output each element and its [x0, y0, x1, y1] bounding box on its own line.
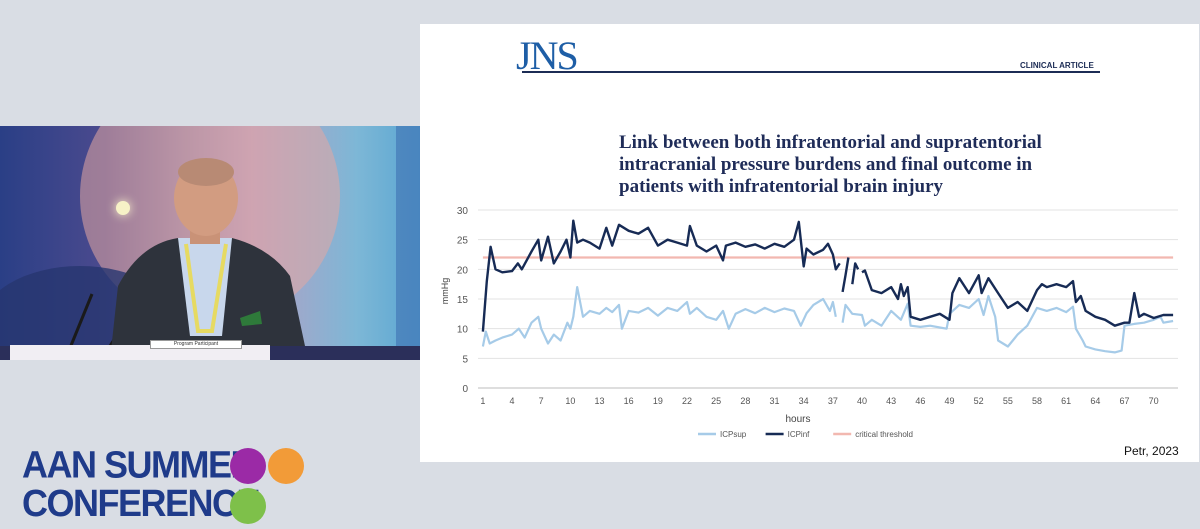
x-tick-label: 31 — [770, 396, 780, 406]
x-tick-label: 25 — [711, 396, 721, 406]
x-tick-label: 19 — [653, 396, 663, 406]
x-axis-label: hours — [785, 414, 810, 425]
x-tick-label: 7 — [539, 396, 544, 406]
x-tick-label: 34 — [799, 396, 809, 406]
slide-title: Link between both infratentorial and sup… — [619, 132, 1099, 198]
name-badge: Program Participant — [150, 340, 242, 349]
x-tick-label: 58 — [1032, 396, 1042, 406]
speaker-video — [0, 126, 420, 360]
x-tick-label: 70 — [1149, 396, 1159, 406]
x-tick-label: 49 — [945, 396, 955, 406]
y-tick-label: 25 — [457, 236, 469, 247]
title-line-3: patients with infratentorial brain injur… — [619, 176, 944, 197]
x-tick-label: 43 — [886, 396, 896, 406]
x-tick-label: 4 — [510, 396, 515, 406]
section-label: CLINICAL ARTICLE — [1020, 61, 1094, 70]
y-tick-label: 30 — [457, 206, 469, 217]
logo-dot-orange — [268, 448, 304, 484]
x-tick-label: 61 — [1061, 396, 1071, 406]
x-tick-label: 64 — [1090, 396, 1100, 406]
badge-text: Program Participant — [173, 341, 219, 347]
logo-dot-purple — [230, 448, 266, 484]
legend-label: critical threshold — [855, 430, 913, 439]
presentation-slide: JNS CLINICAL ARTICLE Link between both i… — [420, 24, 1199, 462]
x-tick-label: 55 — [1003, 396, 1013, 406]
y-tick-label: 20 — [457, 265, 469, 276]
y-tick-label: 0 — [462, 384, 468, 395]
stage-light — [116, 201, 130, 215]
x-tick-label: 10 — [565, 396, 575, 406]
x-tick-label: 40 — [857, 396, 867, 406]
y-axis-label: mmHg — [440, 278, 450, 305]
series-line-icpinf — [481, 219, 1174, 332]
conference-line-2: CONFERENCE — [22, 480, 261, 525]
y-tick-label: 15 — [457, 295, 469, 306]
conference-line-1: AAN SUMMER — [22, 442, 257, 487]
x-tick-label: 52 — [974, 396, 984, 406]
x-tick-label: 46 — [915, 396, 925, 406]
speaker-figure — [68, 158, 308, 360]
x-tick-label: 13 — [595, 396, 605, 406]
header-rule — [522, 71, 1100, 73]
citation: Petr, 2023 — [1124, 444, 1179, 458]
title-line-2: intracranial pressure burdens and final … — [619, 154, 1033, 175]
journal-logo: JNS — [516, 33, 579, 78]
y-tick-label: 5 — [462, 354, 468, 365]
x-tick-label: 28 — [740, 396, 750, 406]
title-line-1: Link between both infratentorial and sup… — [619, 132, 1042, 153]
conference-logo-text: AAN SUMMER CONFERENCE — [22, 442, 261, 525]
x-tick-label: 67 — [1120, 396, 1130, 406]
stage-side-panel — [396, 126, 420, 360]
icp-line-chart: 0 5 10 15 20 25 30 1 4 7 10 13 16 19 22 25 28 31 34 37 40 43 4… — [440, 206, 1178, 439]
x-tick-label: 37 — [828, 396, 838, 406]
x-tick-label: 1 — [480, 396, 485, 406]
x-tick-label: 22 — [682, 396, 692, 406]
series-line-icpsup — [481, 286, 1174, 354]
legend-label: ICPinf — [788, 430, 811, 439]
x-tick-label: 16 — [624, 396, 634, 406]
y-tick-label: 10 — [457, 325, 469, 336]
legend-label: ICPsup — [720, 430, 747, 439]
logo-dot-green — [230, 488, 266, 524]
